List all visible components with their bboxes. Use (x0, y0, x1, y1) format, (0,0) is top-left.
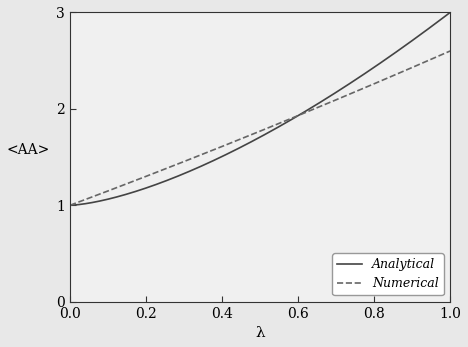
Numerical (447, 49, 453, 53)
Legend: Analytical, Numerical: Analytical, Numerical (332, 253, 444, 295)
Numerical (250, 132, 256, 136)
Analytical (293, 115, 299, 119)
Numerical (379, 78, 384, 83)
Analytical (248, 140, 253, 144)
Numerical (438, 53, 444, 57)
Numerical (67, 203, 73, 207)
Analytical (447, 10, 453, 15)
Analytical (273, 126, 278, 130)
Numerical (293, 114, 299, 118)
Line: Analytical: Analytical (70, 12, 450, 205)
Line: Numerical: Numerical (70, 51, 450, 205)
Numerical (273, 123, 278, 127)
X-axis label: λ: λ (255, 326, 265, 340)
Analytical (67, 203, 73, 207)
Analytical (379, 60, 384, 64)
Y-axis label: <AA>: <AA> (7, 143, 50, 157)
Numerical (248, 133, 253, 137)
Analytical (438, 17, 444, 22)
Analytical (250, 139, 256, 143)
